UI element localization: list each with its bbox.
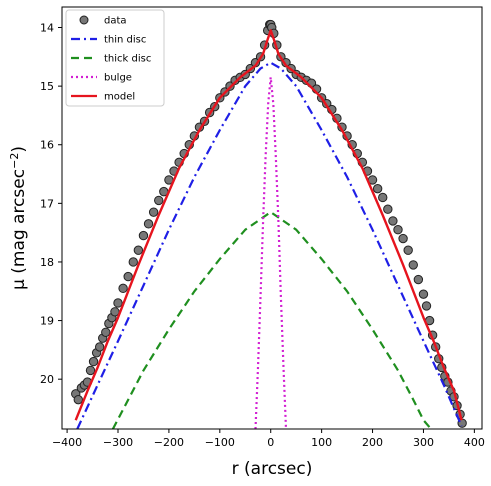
y-tick-label: 17 (40, 197, 54, 210)
data-point (88, 356, 99, 367)
data-point (101, 327, 111, 337)
y-tick-label: 15 (40, 80, 54, 93)
x-tick-label: −200 (154, 436, 184, 449)
data-point (393, 225, 403, 235)
data-point (378, 192, 388, 203)
x-tick-label: −300 (103, 436, 133, 449)
data-point (118, 283, 128, 294)
legend-marker-data (79, 15, 89, 25)
legend-label-bulge: bulge (104, 73, 132, 84)
data-point (413, 274, 424, 285)
legend-box (65, 9, 165, 107)
data-point (421, 301, 432, 311)
data-point (123, 271, 133, 282)
y-axis-label-close: ) (9, 146, 29, 153)
legend-label-model: model (104, 92, 135, 103)
y-axis-label-exponent: −2 (8, 153, 21, 169)
data-point (128, 257, 138, 267)
data-point (148, 207, 159, 217)
legend-label-thin-disc: thin disc (104, 35, 146, 46)
data-point (154, 195, 164, 206)
x-axis-label: r (arcsec) (232, 459, 313, 479)
y-tick-label: 18 (40, 256, 54, 269)
data-point (133, 245, 144, 255)
x-tick-label: 200 (362, 436, 383, 449)
data-point (73, 394, 83, 405)
data-point (138, 230, 149, 241)
data-point (94, 342, 105, 352)
x-axis-ticks: −400 −300 −200 −100 0 100 200 300 400 (52, 429, 485, 449)
y-tick-label: 19 (40, 315, 54, 328)
y-tick-label: 20 (40, 373, 54, 386)
y-axis-ticks: 14 15 16 17 18 19 20 (40, 22, 62, 386)
series-model-line (74, 29, 463, 421)
y-axis-label: μ (mag arcsec−2) (8, 146, 29, 290)
x-tick-label: 100 (311, 436, 332, 449)
legend-label-thick-disc: thick disc (104, 54, 151, 65)
x-tick-label: 300 (413, 436, 434, 449)
x-tick-label: 0 (267, 436, 274, 449)
x-tick-label: 400 (464, 436, 485, 449)
data-point (383, 204, 393, 214)
legend: data thin disc thick disc bulge model (65, 9, 165, 107)
x-tick-label: −100 (205, 436, 235, 449)
x-tick-label: −400 (52, 436, 82, 449)
y-tick-label: 14 (40, 22, 54, 35)
series-data (71, 19, 467, 428)
series-thick-disc-line (111, 211, 432, 429)
data-point (388, 216, 398, 226)
legend-label-data: data (104, 16, 127, 27)
series-thin-disc-line (76, 61, 463, 429)
data-point (418, 289, 429, 299)
series-layer (71, 19, 467, 429)
data-point (113, 298, 123, 308)
data-point (85, 365, 96, 376)
data-point (372, 183, 383, 194)
y-axis-label-main: μ (mag arcsec (9, 169, 29, 290)
series-bulge-line (254, 76, 288, 429)
data-point (403, 245, 413, 255)
data-point (408, 260, 418, 270)
plot-frame (61, 6, 483, 430)
data-point (143, 219, 154, 229)
data-point (398, 233, 408, 244)
y-tick-label: 16 (40, 139, 54, 152)
